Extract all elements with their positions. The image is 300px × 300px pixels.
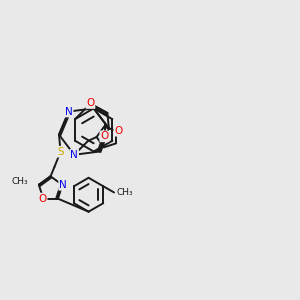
Text: O: O: [114, 126, 122, 136]
Text: N: N: [70, 150, 78, 160]
Text: O: O: [38, 194, 47, 204]
Text: O: O: [86, 98, 94, 108]
Text: CH₃: CH₃: [11, 177, 28, 186]
Text: CH₃: CH₃: [116, 188, 133, 197]
Text: N: N: [65, 106, 73, 116]
Text: N: N: [59, 180, 67, 190]
Text: S: S: [57, 147, 64, 157]
Text: O: O: [100, 131, 109, 141]
